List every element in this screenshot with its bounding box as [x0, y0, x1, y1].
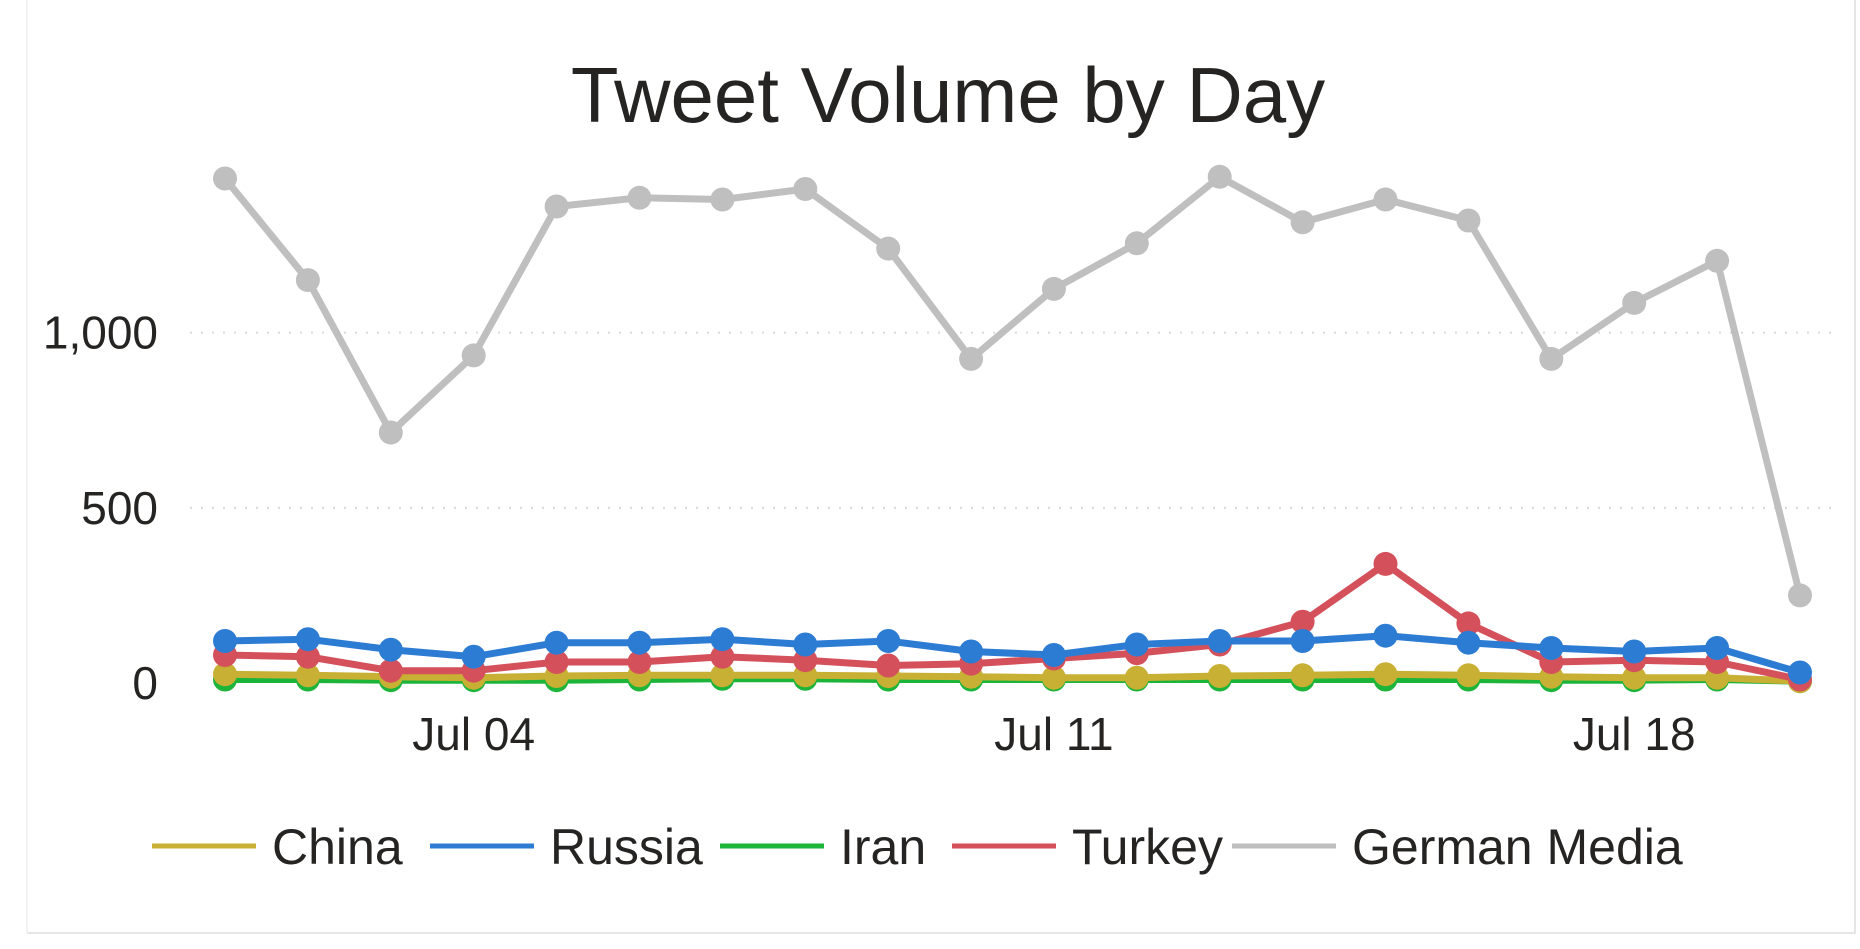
- chart-title: Tweet Volume by Day: [571, 51, 1325, 139]
- x-tick-label: Jul 11: [994, 708, 1113, 760]
- data-point-german-media[interactable]: [876, 236, 901, 261]
- series-line-china: [221, 670, 1804, 685]
- data-point-china[interactable]: [1622, 665, 1647, 690]
- data-point-russia[interactable]: [461, 644, 486, 669]
- y-tick-label: 1,000: [43, 307, 158, 359]
- legend: China Russia Iran Turkey German Media: [152, 819, 1683, 875]
- data-point-russia[interactable]: [295, 627, 320, 652]
- legend-item-russia[interactable]: Russia: [430, 819, 703, 875]
- data-point-german-media[interactable]: [1456, 208, 1481, 233]
- data-point-german-media[interactable]: [627, 185, 652, 210]
- data-point-russia[interactable]: [544, 630, 569, 655]
- data-point-german-media[interactable]: [295, 268, 320, 293]
- card-right-border: [1854, 0, 1856, 934]
- data-point-russia[interactable]: [1456, 630, 1481, 655]
- data-point-russia[interactable]: [1041, 643, 1066, 667]
- series-german-media: [213, 164, 1812, 608]
- legend-label: Turkey: [1072, 819, 1223, 875]
- legend-item-iran[interactable]: Iran: [720, 819, 926, 875]
- data-point-russia[interactable]: [710, 627, 735, 652]
- data-point-turkey[interactable]: [710, 644, 735, 669]
- data-point-turkey[interactable]: [1456, 611, 1481, 636]
- legend-item-china[interactable]: China: [152, 819, 403, 875]
- data-point-china[interactable]: [1207, 664, 1232, 688]
- data-point-german-media[interactable]: [1705, 248, 1730, 273]
- series-line-german-media: [221, 173, 1804, 599]
- series-line-russia: [221, 632, 1804, 676]
- data-point-china[interactable]: [1456, 663, 1481, 688]
- data-point-german-media[interactable]: [1788, 583, 1812, 608]
- data-point-russia[interactable]: [1705, 636, 1730, 660]
- y-tick-label: 0: [132, 657, 158, 709]
- data-point-turkey[interactable]: [544, 650, 569, 674]
- series-line-turkey: [221, 560, 1804, 683]
- data-point-german-media[interactable]: [544, 194, 569, 219]
- x-tick-label: Jul 04: [412, 708, 535, 760]
- data-point-turkey[interactable]: [1290, 609, 1315, 634]
- data-point-russia[interactable]: [1539, 636, 1564, 660]
- data-point-german-media[interactable]: [1041, 276, 1066, 301]
- series-turkey: [213, 551, 1812, 692]
- card-bottom-border: [28, 932, 1856, 934]
- legend-label: China: [272, 819, 403, 875]
- data-point-russia[interactable]: [876, 629, 901, 653]
- data-point-russia[interactable]: [378, 637, 403, 662]
- data-point-russia[interactable]: [959, 639, 984, 664]
- data-point-turkey[interactable]: [627, 650, 652, 674]
- data-point-german-media[interactable]: [793, 177, 818, 201]
- data-point-russia[interactable]: [1124, 632, 1149, 657]
- data-point-german-media[interactable]: [1124, 231, 1149, 256]
- y-tick-label: 500: [81, 482, 158, 534]
- series-russia: [213, 623, 1812, 685]
- legend-item-german-media[interactable]: German Media: [1232, 819, 1683, 875]
- data-point-russia[interactable]: [1788, 660, 1812, 685]
- data-point-russia[interactable]: [793, 632, 818, 657]
- legend-label: Iran: [840, 819, 926, 875]
- data-point-china[interactable]: [1373, 662, 1398, 687]
- legend-label: German Media: [1352, 819, 1683, 875]
- data-point-russia[interactable]: [1373, 623, 1398, 648]
- y-axis: 0 500 1,000: [43, 307, 158, 709]
- data-point-german-media[interactable]: [710, 187, 735, 212]
- data-point-german-media[interactable]: [378, 420, 403, 445]
- data-point-china[interactable]: [710, 663, 735, 688]
- data-point-russia[interactable]: [627, 630, 652, 655]
- x-axis: Jul 04 Jul 11 Jul 18: [412, 708, 1695, 760]
- data-point-china[interactable]: [1124, 665, 1149, 690]
- data-point-german-media[interactable]: [461, 343, 486, 368]
- data-point-russia[interactable]: [1622, 639, 1647, 664]
- data-point-german-media[interactable]: [1207, 164, 1232, 189]
- data-point-russia[interactable]: [1290, 629, 1315, 653]
- card-left-border: [26, 0, 28, 934]
- data-point-turkey[interactable]: [1373, 551, 1398, 576]
- data-point-russia[interactable]: [213, 629, 237, 653]
- data-point-china[interactable]: [213, 662, 237, 687]
- series-china: [213, 662, 1812, 694]
- data-point-german-media[interactable]: [1373, 187, 1398, 212]
- data-point-china[interactable]: [295, 663, 320, 688]
- legend-item-turkey[interactable]: Turkey: [952, 819, 1223, 875]
- gridlines: [190, 331, 1840, 509]
- data-point-german-media[interactable]: [213, 166, 237, 191]
- series-layer: [213, 164, 1812, 694]
- data-point-german-media[interactable]: [1539, 346, 1564, 371]
- data-point-german-media[interactable]: [1622, 290, 1647, 315]
- data-point-turkey[interactable]: [295, 644, 320, 669]
- data-point-german-media[interactable]: [959, 346, 984, 371]
- data-point-china[interactable]: [1041, 665, 1066, 690]
- data-point-turkey[interactable]: [876, 653, 901, 678]
- data-point-german-media[interactable]: [1290, 210, 1315, 235]
- data-point-turkey[interactable]: [378, 658, 403, 683]
- legend-label: Russia: [550, 819, 703, 875]
- x-tick-label: Jul 18: [1573, 708, 1696, 760]
- data-point-russia[interactable]: [1207, 629, 1232, 653]
- data-point-china[interactable]: [1290, 663, 1315, 688]
